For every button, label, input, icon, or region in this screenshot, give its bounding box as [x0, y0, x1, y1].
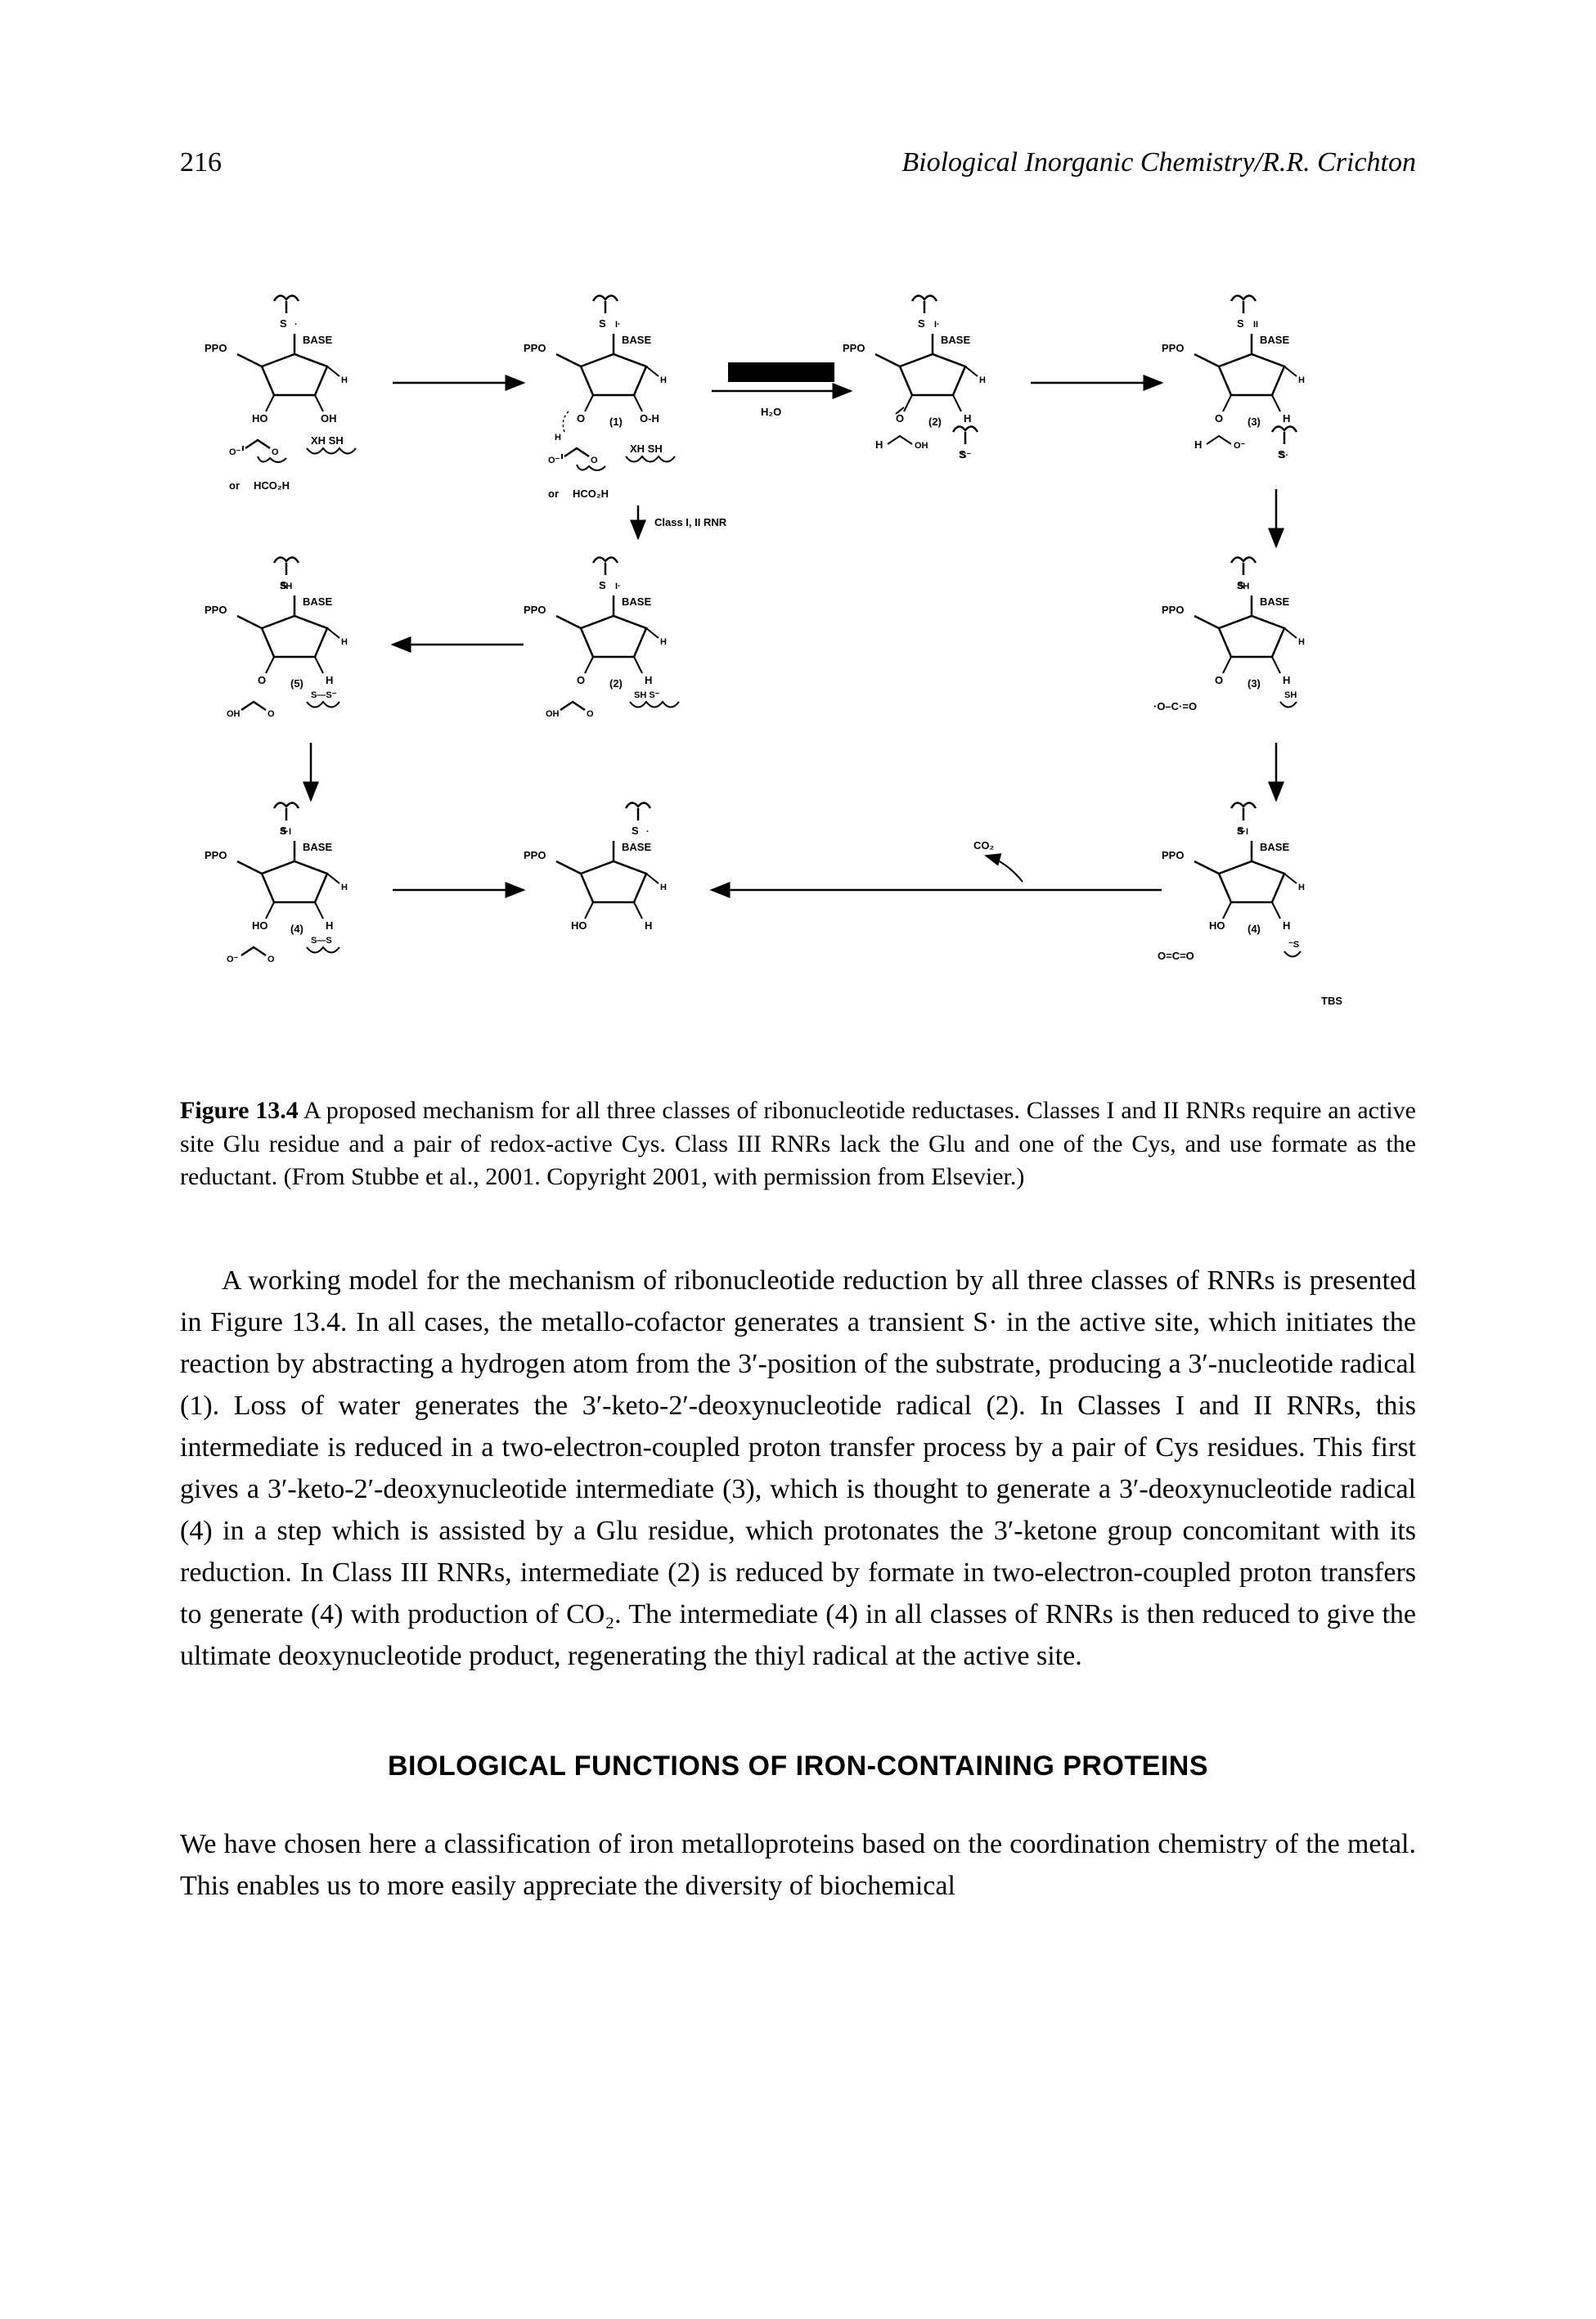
- svg-text:(5): (5): [290, 677, 303, 690]
- svg-text:H: H: [1194, 438, 1202, 451]
- svg-text:O=C=O: O=C=O: [1158, 950, 1194, 962]
- svg-text:O: O: [577, 412, 585, 425]
- svg-text:⁻S: ⁻S: [1288, 940, 1299, 950]
- paragraph-1-text: A working model for the mechanism of rib…: [180, 1260, 1416, 1677]
- svg-text:HO: HO: [1209, 919, 1225, 932]
- svg-text:(3): (3): [1248, 677, 1261, 690]
- running-head: Biological Inorganic Chemistry/R.R. Cric…: [901, 147, 1416, 178]
- svg-text:HO: HO: [571, 919, 587, 932]
- section-heading: BIOLOGICAL FUNCTIONS OF IRON-CONTAINING …: [180, 1750, 1416, 1782]
- svg-text:(2): (2): [609, 677, 623, 690]
- svg-text:O: O: [267, 709, 275, 719]
- svg-text:H: H: [326, 919, 333, 932]
- svg-text:S—S: S—S: [311, 936, 332, 946]
- svg-text:SH: SH: [280, 582, 292, 591]
- paragraph-2-text: We have chosen here a classification of …: [180, 1823, 1416, 1907]
- svg-text:SH S⁻: SH S⁻: [634, 690, 660, 700]
- svg-text:O: O: [896, 412, 904, 425]
- class12-label: Class I, II RNR: [654, 516, 727, 528]
- svg-text:S·I: S·I: [1237, 827, 1248, 837]
- svg-text:O: O: [258, 674, 266, 686]
- svg-text:H: H: [875, 438, 883, 451]
- svg-text:OH: OH: [546, 709, 560, 719]
- svg-text:OH: OH: [227, 709, 241, 719]
- svg-text:OH: OH: [915, 441, 928, 451]
- svg-text:II: II: [1253, 320, 1258, 330]
- mechanism-diagram: BASE PPO H S XH SH: [180, 227, 1416, 1062]
- svg-text:H: H: [1283, 674, 1290, 686]
- figure-label: Figure 13.4: [180, 1097, 299, 1124]
- svg-text:O: O: [1215, 674, 1223, 686]
- co2-label: CO₂: [973, 839, 995, 852]
- svg-text:(4): (4): [1248, 923, 1261, 935]
- svg-text:H: H: [964, 412, 971, 425]
- svg-text:SH: SH: [1237, 582, 1249, 591]
- figure-caption-text: A proposed mechanism for all three class…: [180, 1097, 1416, 1190]
- svg-text:SH: SH: [1284, 690, 1297, 700]
- page-header: 216 Biological Inorganic Chemistry/R.R. …: [180, 147, 1416, 178]
- hco2h-label: HCO₂H: [254, 479, 290, 492]
- figure-13-4: BASE PPO H S XH SH: [180, 227, 1416, 1062]
- svg-text:O: O: [577, 674, 585, 686]
- svg-text:I·: I·: [615, 320, 621, 330]
- svg-text:·: ·: [646, 827, 650, 837]
- or-label: or: [229, 479, 240, 492]
- svg-text:I·: I·: [615, 582, 621, 591]
- svg-text:O: O: [1215, 412, 1223, 425]
- svg-text:(3): (3): [1248, 416, 1261, 428]
- svg-text:HCO₂H: HCO₂H: [573, 488, 609, 500]
- body-paragraph-2: We have chosen here a classification of …: [180, 1823, 1416, 1907]
- svg-text:(2): (2): [928, 416, 942, 428]
- svg-text:S⁻: S⁻: [960, 451, 971, 461]
- svg-text:(4): (4): [290, 923, 303, 935]
- svg-text:O⁻: O⁻: [227, 955, 239, 964]
- svg-text:or: or: [548, 488, 559, 500]
- svg-text:HO: HO: [252, 412, 268, 425]
- svg-text:H: H: [326, 674, 333, 686]
- svg-text:H₂O: H₂O: [761, 406, 781, 418]
- svg-text:(1): (1): [609, 416, 623, 428]
- svg-text:H: H: [1283, 412, 1290, 425]
- svg-text:O: O: [587, 709, 594, 719]
- page-number: 216: [180, 147, 222, 178]
- svg-text:H: H: [645, 674, 652, 686]
- svg-text:S·: S·: [1279, 451, 1288, 461]
- svg-text:OH: OH: [321, 412, 337, 425]
- svg-text:O⁻: O⁻: [1234, 441, 1246, 451]
- svg-text:S—S⁻: S—S⁻: [311, 690, 337, 700]
- page: 216 Biological Inorganic Chemistry/R.R. …: [0, 0, 1596, 2319]
- svg-text:S·I: S·I: [280, 827, 291, 837]
- figure-caption: Figure 13.4 A proposed mechanism for all…: [180, 1094, 1416, 1194]
- svg-text:H: H: [1283, 919, 1290, 932]
- svg-text:O-H: O-H: [640, 412, 659, 425]
- tbs-label: TBS: [1321, 995, 1342, 1007]
- svg-text:O: O: [267, 955, 275, 964]
- svg-text:·: ·: [294, 320, 298, 330]
- svg-text:·O–C·=O: ·O–C·=O: [1153, 700, 1197, 712]
- svg-text:I·: I·: [934, 320, 940, 330]
- body-paragraph-1: A working model for the mechanism of rib…: [180, 1260, 1416, 1677]
- class3-label: Class III RNR: [734, 366, 801, 379]
- svg-text:HO: HO: [252, 919, 268, 932]
- svg-text:H: H: [645, 919, 652, 932]
- svg-text:H: H: [555, 433, 561, 443]
